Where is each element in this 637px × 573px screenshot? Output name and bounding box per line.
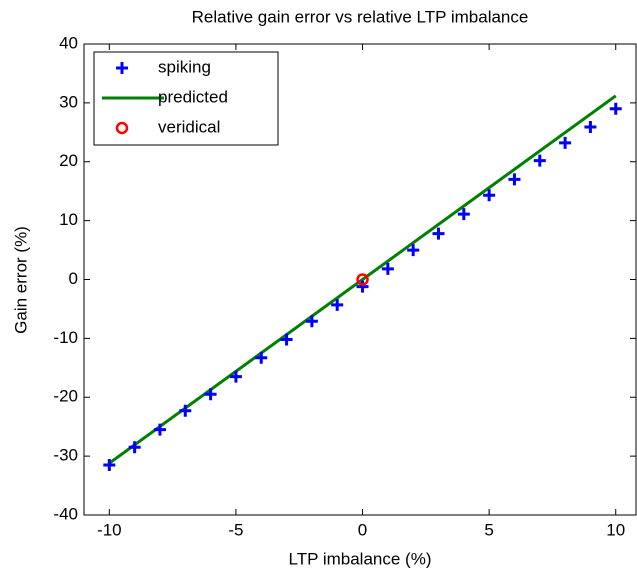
y-tick-label: 30: [59, 92, 78, 111]
x-axis-label: LTP imbalance (%): [289, 549, 432, 568]
y-tick-label: -10: [53, 328, 78, 347]
predicted-line: [108, 94, 617, 465]
legend-marker: [115, 121, 129, 135]
spiking-marker: [483, 189, 496, 202]
chart-title: Relative gain error vs relative LTP imba…: [192, 7, 529, 26]
legend-label: veridical: [158, 117, 220, 136]
y-tick-label: 10: [59, 210, 78, 229]
legend-label: spiking: [158, 57, 211, 76]
spiking-marker: [609, 102, 622, 115]
spiking-marker: [584, 121, 597, 134]
spiking-marker: [229, 370, 242, 383]
legend-marker: [116, 62, 128, 74]
spiking-marker: [305, 315, 318, 328]
spiking-marker: [331, 298, 344, 311]
spiking-marker: [533, 154, 546, 167]
spiking-marker: [356, 280, 369, 293]
legend-label: predicted: [158, 87, 228, 106]
x-tick-label: -5: [228, 520, 243, 539]
y-tick-label: -40: [53, 504, 78, 523]
x-tick-label: 10: [606, 520, 625, 539]
spiking-marker: [432, 227, 445, 240]
x-tick-label: 5: [484, 520, 493, 539]
y-tick-label: 40: [59, 33, 78, 52]
y-tick-label: -20: [53, 387, 78, 406]
spiking-marker: [153, 423, 166, 436]
x-tick-label: -10: [97, 520, 122, 539]
spiking-marker: [280, 333, 293, 346]
y-axis-label: Gain error (%): [11, 226, 30, 334]
spiking-marker: [255, 351, 268, 364]
spiking-marker: [128, 441, 141, 454]
spiking-marker: [179, 404, 192, 417]
y-tick-label: 0: [69, 269, 78, 288]
veridical-marker: [356, 273, 369, 286]
x-tick-label: 0: [358, 520, 367, 539]
y-tick-label: -30: [53, 446, 78, 465]
spiking-marker: [381, 262, 394, 275]
spiking-marker: [103, 458, 116, 471]
spiking-marker: [204, 388, 217, 401]
spiking-marker: [508, 173, 521, 186]
y-tick-label: 20: [59, 151, 78, 170]
spiking-marker: [407, 244, 420, 257]
spiking-marker: [457, 208, 470, 221]
spiking-marker: [559, 136, 572, 149]
